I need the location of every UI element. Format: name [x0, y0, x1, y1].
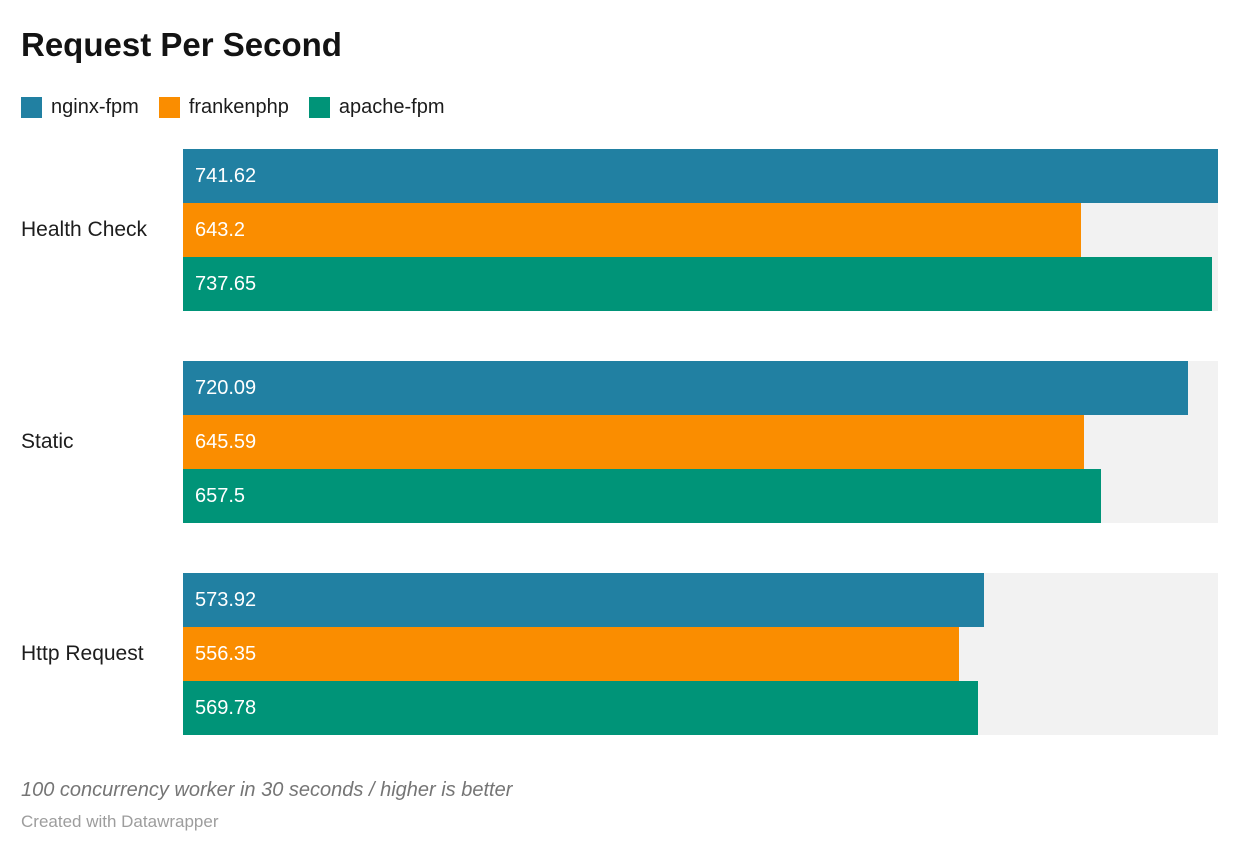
bar-nginx-fpm: 720.09	[183, 361, 1188, 415]
bar-chart: Health Check 741.62 643.2 737.65 Static 720.0…	[21, 149, 1218, 735]
value-label: 741.62	[195, 164, 257, 187]
legend: nginx-fpm frankenphp apache-fpm	[21, 96, 1218, 118]
bar-group: 720.09 645.59 657.5	[183, 361, 1218, 523]
category-group: Static 720.09 645.59 657.5	[21, 361, 1218, 523]
legend-item-apache-fpm: apache-fpm	[308, 95, 445, 118]
value-label: 657.5	[195, 484, 246, 507]
bar-group: 573.92 556.35 569.78	[183, 573, 1218, 735]
legend-item-frankenphp: frankenphp	[158, 95, 289, 118]
legend-swatch-icon	[21, 96, 42, 118]
chart-title: Request Per Second	[21, 26, 342, 63]
bar-nginx-fpm: 741.62	[183, 149, 1218, 203]
bar-frankenphp: 645.59	[183, 415, 1084, 469]
bar-apache-fpm: 657.5	[183, 469, 1101, 523]
bar-frankenphp: 556.35	[183, 627, 960, 681]
value-label: 573.92	[195, 588, 257, 611]
value-label: 737.65	[195, 272, 257, 295]
legend-swatch-icon	[158, 96, 180, 118]
legend-swatch-icon	[308, 96, 330, 118]
value-label: 556.35	[195, 642, 257, 665]
bar-nginx-fpm: 573.92	[183, 573, 984, 627]
value-label: 720.09	[195, 376, 257, 399]
value-label: 569.78	[195, 696, 257, 719]
bar-track: 573.92	[183, 573, 1218, 627]
value-label: 643.2	[195, 218, 246, 241]
category-label: Health Check	[21, 218, 148, 241]
category-group: Health Check 741.62 643.2 737.65	[21, 149, 1218, 311]
bar-track: 643.2	[183, 203, 1218, 257]
datawrapper-credit-link[interactable]: Created with Datawrapper	[21, 812, 219, 831]
bar-track: 741.62	[183, 149, 1218, 203]
legend-item-nginx-fpm: nginx-fpm	[21, 95, 139, 118]
bar-group: 741.62 643.2 737.65	[183, 149, 1218, 311]
bar-track: 556.35	[183, 627, 1218, 681]
chart-note: 100 concurrency worker in 30 seconds / h…	[21, 779, 513, 801]
category-group: Http Request 573.92 556.35 569.78	[21, 573, 1218, 735]
bar-apache-fpm: 569.78	[183, 681, 979, 735]
legend-label: frankenphp	[188, 95, 289, 118]
category-label: Http Request	[21, 642, 144, 665]
bar-track: 720.09	[183, 361, 1218, 415]
legend-label: nginx-fpm	[51, 95, 139, 118]
category-label: Static	[21, 430, 74, 453]
bar-track: 657.5	[183, 469, 1218, 523]
value-label: 645.59	[195, 430, 257, 453]
legend-label: apache-fpm	[338, 95, 445, 118]
bar-track: 569.78	[183, 681, 1218, 735]
bar-track: 737.65	[183, 257, 1218, 311]
bar-track: 645.59	[183, 415, 1218, 469]
bar-apache-fpm: 737.65	[183, 257, 1213, 311]
bar-frankenphp: 643.2	[183, 203, 1081, 257]
